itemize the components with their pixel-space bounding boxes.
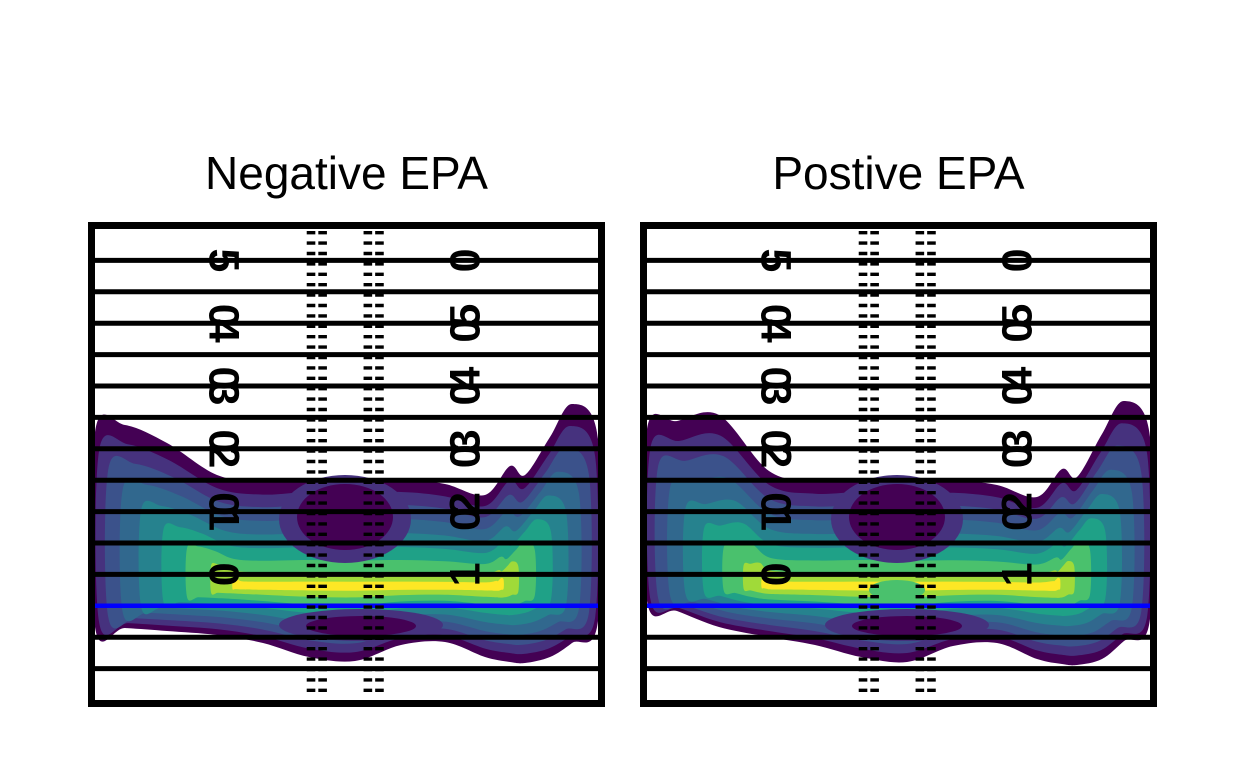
yard-number-digit: 3 [442, 429, 490, 453]
yard-number-digit: 5 [199, 248, 247, 272]
yard-number-digit: 0 [442, 248, 490, 272]
yard-number-digit: 0 [199, 367, 247, 391]
yard-number-digit: 5 [751, 248, 799, 272]
yard-number-digit: 4 [199, 319, 247, 343]
yard-number-digit: 0 [994, 382, 1042, 406]
yard-number-digit: 3 [751, 382, 799, 406]
yard-number-digit: 1 [751, 507, 799, 531]
yard-number-digit: 2 [994, 492, 1042, 516]
yard-number-digit: 0 [994, 248, 1042, 272]
yard-number-digit: 4 [751, 319, 799, 343]
yard-number-digit: 2 [442, 492, 490, 516]
yard-number-digit: 0 [442, 382, 490, 406]
panel-title-negative: Negative EPA [205, 147, 488, 199]
yard-number-digit: 1 [199, 507, 247, 531]
yard-number-digit: 4 [442, 366, 490, 390]
yard-number-digit: 4 [994, 366, 1042, 390]
contour-pinch [852, 616, 962, 636]
yard-number-digit: 2 [199, 444, 247, 468]
yard-number-digit: 1 [442, 562, 490, 586]
yard-number-digit: 0 [994, 319, 1042, 343]
yard-number-digit: 0 [751, 492, 799, 516]
yard-number-digit: 3 [199, 382, 247, 406]
yard-number-digit: 1 [994, 562, 1042, 586]
yard-lines [95, 257, 598, 672]
yard-number-digit: 0 [751, 367, 799, 391]
yard-number-digit: 2 [751, 444, 799, 468]
contour-pinch [869, 580, 925, 600]
yard-number-digit: 0 [751, 304, 799, 328]
yard-number-digit: 0 [199, 429, 247, 453]
yard-number-digit: 5 [442, 304, 490, 328]
yard-number-digit: 0 [199, 562, 247, 586]
yard-number-digit: 0 [751, 429, 799, 453]
panel-title-positive: Postive EPA [772, 147, 1025, 199]
density-contours [95, 403, 598, 664]
contour-band [232, 577, 504, 591]
yard-number-digit: 0 [199, 492, 247, 516]
yard-number-digit: 0 [442, 319, 490, 343]
yard-number-digit: 0 [442, 507, 490, 531]
yard-number-digit: 0 [751, 562, 799, 586]
density-contours [647, 400, 1150, 666]
yard-number-digit: 3 [994, 429, 1042, 453]
contour-pinch [306, 616, 416, 636]
yard-number-digit: 0 [199, 304, 247, 328]
yard-lines [647, 257, 1150, 672]
yard-number-digit: 0 [994, 444, 1042, 468]
yard-number-digit: 0 [994, 507, 1042, 531]
yard-number-digit: 0 [442, 444, 490, 468]
yard-number-digit: 5 [994, 304, 1042, 328]
